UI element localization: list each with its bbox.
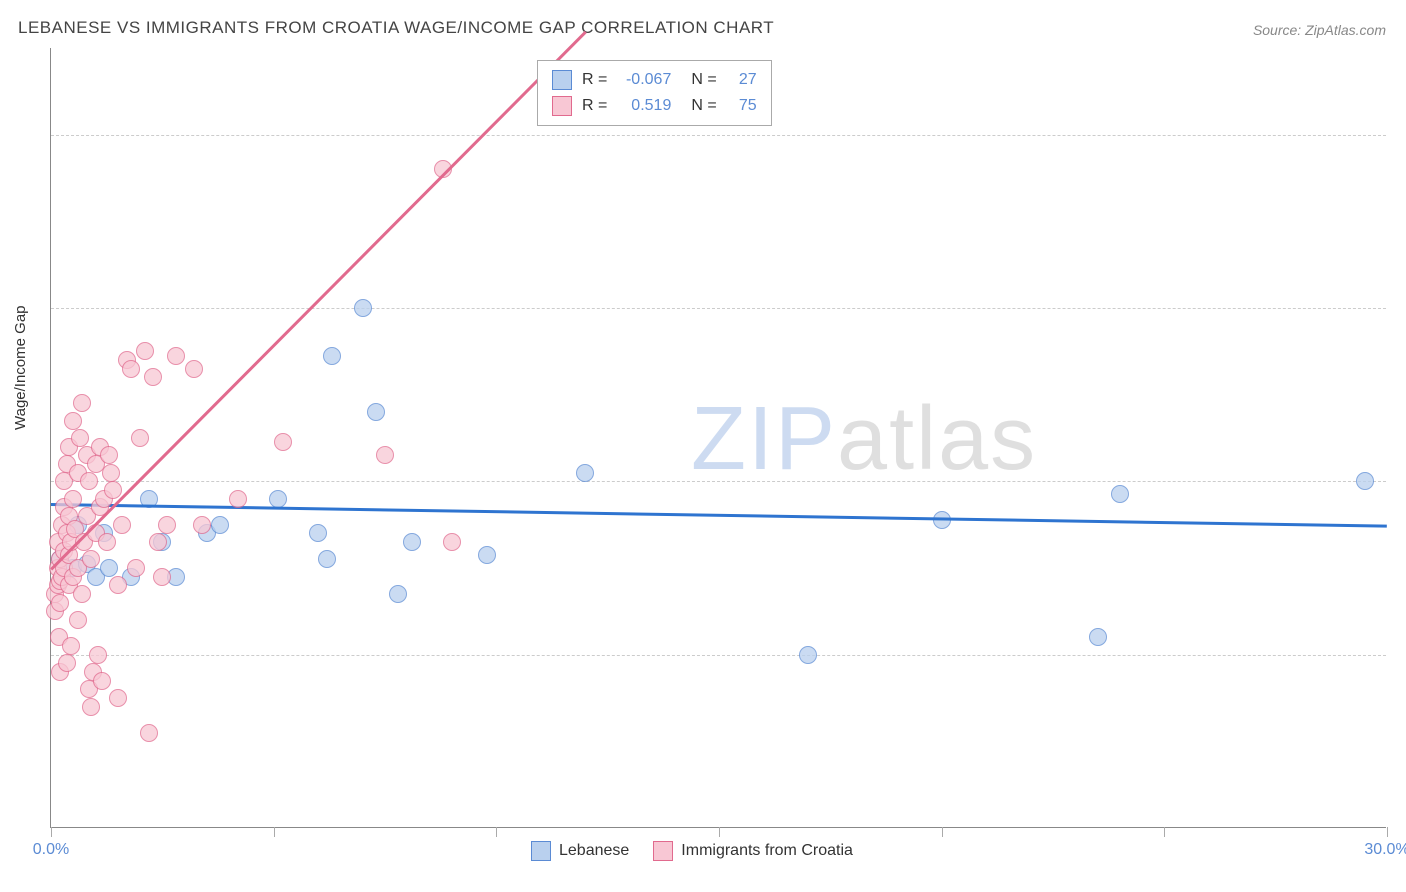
- legend-swatch: [653, 841, 673, 861]
- data-point: [318, 550, 336, 568]
- legend-swatch: [552, 70, 572, 90]
- data-point: [149, 533, 167, 551]
- x-tick-label: 30.0%: [1364, 841, 1406, 859]
- data-point: [158, 516, 176, 534]
- data-point: [1111, 485, 1129, 503]
- data-point: [113, 516, 131, 534]
- data-point: [933, 511, 951, 529]
- stats-row: R = 0.519 N = 75: [552, 93, 757, 119]
- x-tick-label: 0.0%: [33, 841, 69, 859]
- stats-row: R = -0.067 N = 27: [552, 67, 757, 93]
- data-point: [443, 533, 461, 551]
- data-point: [64, 412, 82, 430]
- data-point: [62, 637, 80, 655]
- x-tick-mark: [719, 827, 720, 837]
- data-point: [354, 299, 372, 317]
- data-point: [193, 516, 211, 534]
- x-tick-mark: [51, 827, 52, 837]
- data-point: [140, 724, 158, 742]
- data-point: [274, 433, 292, 451]
- data-point: [102, 464, 120, 482]
- data-point: [104, 481, 122, 499]
- data-point: [478, 546, 496, 564]
- data-point: [93, 672, 111, 690]
- data-point: [1356, 472, 1374, 490]
- x-tick-mark: [274, 827, 275, 837]
- data-point: [309, 524, 327, 542]
- stat-n-label: N =: [691, 93, 716, 119]
- data-point: [576, 464, 594, 482]
- data-point: [80, 472, 98, 490]
- watermark-atlas: atlas: [837, 389, 1037, 489]
- x-tick-mark: [1164, 827, 1165, 837]
- data-point: [100, 559, 118, 577]
- data-point: [144, 368, 162, 386]
- trend-line: [51, 503, 1387, 527]
- data-point: [122, 360, 140, 378]
- stat-n-label: N =: [691, 67, 716, 93]
- data-point: [58, 654, 76, 672]
- x-tick-mark: [496, 827, 497, 837]
- data-point: [1089, 628, 1107, 646]
- data-point: [211, 516, 229, 534]
- data-point: [73, 585, 91, 603]
- data-point: [64, 490, 82, 508]
- data-point: [51, 594, 69, 612]
- data-point: [82, 698, 100, 716]
- data-point: [82, 550, 100, 568]
- data-point: [127, 559, 145, 577]
- data-point: [799, 646, 817, 664]
- data-point: [403, 533, 421, 551]
- data-point: [167, 347, 185, 365]
- stat-n-value: 75: [727, 93, 757, 119]
- data-point: [269, 490, 287, 508]
- data-point: [136, 342, 154, 360]
- gridline-h: [51, 135, 1386, 136]
- stat-r-label: R =: [582, 67, 607, 93]
- gridline-h: [51, 308, 1386, 309]
- watermark-zip: ZIP: [691, 389, 837, 489]
- data-point: [131, 429, 149, 447]
- bottom-legend: Lebanese Immigrants from Croatia: [531, 841, 853, 861]
- stat-r-value: 0.519: [617, 93, 671, 119]
- stat-r-value: -0.067: [617, 67, 671, 93]
- gridline-h: [51, 655, 1386, 656]
- data-point: [73, 394, 91, 412]
- data-point: [376, 446, 394, 464]
- data-point: [229, 490, 247, 508]
- data-point: [323, 347, 341, 365]
- watermark: ZIPatlas: [691, 388, 1037, 491]
- legend-item: Immigrants from Croatia: [653, 841, 853, 861]
- chart-title: LEBANESE VS IMMIGRANTS FROM CROATIA WAGE…: [18, 18, 774, 38]
- trend-line: [50, 31, 586, 570]
- legend-swatch: [531, 841, 551, 861]
- data-point: [185, 360, 203, 378]
- stat-r-label: R =: [582, 93, 607, 119]
- data-point: [367, 403, 385, 421]
- data-point: [89, 646, 107, 664]
- data-point: [71, 429, 89, 447]
- stats-box: R = -0.067 N = 27 R = 0.519 N = 75: [537, 60, 772, 126]
- data-point: [153, 568, 171, 586]
- legend-swatch: [552, 96, 572, 116]
- gridline-h: [51, 481, 1386, 482]
- plot-area: ZIPatlas 20.0%40.0%60.0%80.0%0.0%30.0%R …: [50, 48, 1386, 828]
- data-point: [109, 576, 127, 594]
- x-tick-mark: [1387, 827, 1388, 837]
- legend-label: Lebanese: [559, 842, 629, 860]
- legend-label: Immigrants from Croatia: [681, 842, 853, 860]
- x-tick-mark: [942, 827, 943, 837]
- legend-item: Lebanese: [531, 841, 629, 861]
- data-point: [69, 611, 87, 629]
- stat-n-value: 27: [727, 67, 757, 93]
- data-point: [98, 533, 116, 551]
- y-axis-label: Wage/Income Gap: [12, 305, 29, 430]
- source-label: Source: ZipAtlas.com: [1253, 22, 1386, 38]
- data-point: [109, 689, 127, 707]
- data-point: [100, 446, 118, 464]
- data-point: [389, 585, 407, 603]
